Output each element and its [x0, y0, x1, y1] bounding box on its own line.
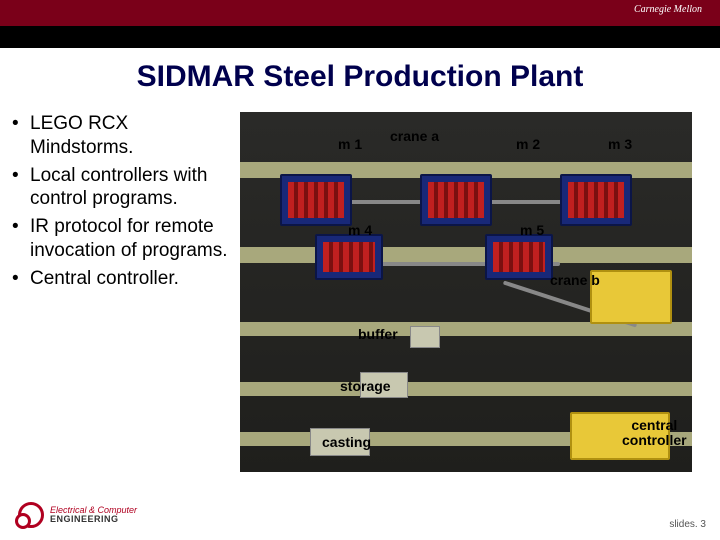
bullet-text: IR protocol for remote invocation of pro…: [30, 215, 230, 263]
bullet-item: •LEGO RCX Mindstorms.: [12, 112, 230, 160]
module-m2: [420, 174, 492, 226]
label-buffer: buffer: [358, 326, 398, 342]
buffer-box: [410, 326, 440, 348]
slide: Carnegie Mellon SIDMAR Steel Production …: [0, 0, 720, 540]
slide-title: SIDMAR Steel Production Plant: [0, 60, 720, 94]
label-crane-b: crane b: [550, 272, 600, 288]
module-m4: [315, 234, 383, 280]
bullet-item: •Central controller.: [12, 267, 230, 291]
logo-text: Electrical & Computer ENGINEERING: [50, 506, 137, 525]
dept-logo: Electrical & Computer ENGINEERING: [18, 502, 137, 528]
module-m3: [560, 174, 632, 226]
black-band: [0, 26, 720, 48]
bullet-text: LEGO RCX Mindstorms.: [30, 112, 230, 160]
bench-row: [240, 322, 692, 336]
brand-band: Carnegie Mellon: [0, 0, 720, 26]
content-row: •LEGO RCX Mindstorms. •Local controllers…: [0, 94, 720, 472]
label-storage: storage: [340, 378, 391, 394]
logo-swirl-icon: [18, 502, 44, 528]
bullet-item: •Local controllers with control programs…: [12, 164, 230, 212]
plant-figure: m 1 crane a m 2 m 3 m 4 m 5 crane b buff…: [240, 112, 692, 472]
bullet-item: •IR protocol for remote invocation of pr…: [12, 215, 230, 263]
module-m5: [485, 234, 553, 280]
label-casting: casting: [322, 434, 371, 450]
slide-number: slides. 3: [669, 519, 706, 530]
dept-line3: ENGINEERING: [50, 515, 137, 524]
label-m5: m 5: [520, 222, 544, 238]
crane-b-block: [590, 270, 672, 324]
label-central-controller: central controller: [622, 418, 687, 447]
bullet-text: Central controller.: [30, 267, 179, 291]
module-m1: [280, 174, 352, 226]
bench-row: [240, 382, 692, 396]
label-m2: m 2: [516, 136, 540, 152]
label-crane-a: crane a: [390, 128, 439, 144]
label-m1: m 1: [338, 136, 362, 152]
university-name: Carnegie Mellon: [634, 4, 702, 15]
bullet-list: •LEGO RCX Mindstorms. •Local controllers…: [12, 112, 230, 472]
label-m3: m 3: [608, 136, 632, 152]
label-central-l1: central: [631, 417, 677, 433]
label-central-l2: controller: [622, 432, 687, 448]
bench-row: [240, 247, 692, 263]
label-m4: m 4: [348, 222, 372, 238]
bullet-text: Local controllers with control programs.: [30, 164, 230, 212]
